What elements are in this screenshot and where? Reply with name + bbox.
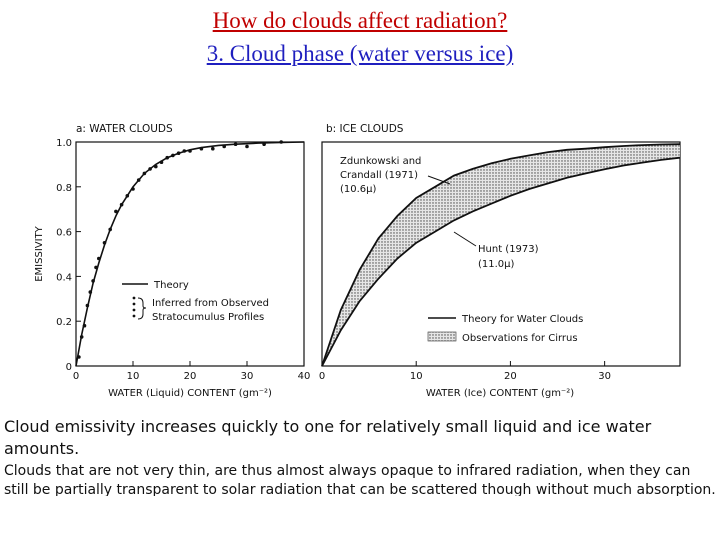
theory-curve: [75, 141, 305, 367]
observed-point: [154, 164, 158, 169]
panel-a-x-tick-label: 0: [73, 371, 79, 382]
legend-stratocumulus-label: Stratocumulus Profiles: [152, 312, 264, 323]
observed-point: [182, 149, 187, 153]
legend-water-theory-label: Theory for Water Clouds: [461, 314, 583, 325]
slide-subtitle: 3. Cloud phase (water versus ice): [206, 41, 514, 66]
observed-point: [148, 167, 152, 171]
panel-a-x-tick-label: 20: [184, 371, 197, 382]
panel-b-frame: [321, 141, 681, 367]
panel-a-title: a: WATER CLOUDS: [76, 123, 173, 135]
legend-dots-swatch: [132, 302, 136, 306]
annotation-zdunkowski-line1: Zdunkowski and: [340, 156, 421, 167]
legend-theory-label: Theory: [153, 280, 189, 291]
observed-point: [77, 355, 81, 359]
panel-a-x-tick-label: 30: [241, 371, 254, 382]
observed-point: [176, 151, 181, 155]
panel-a-frame: [75, 141, 305, 367]
legend-cirrus-label: Observations for Cirrus: [462, 333, 578, 344]
observed-point: [119, 202, 124, 207]
zdunkowski-curve: [321, 143, 681, 367]
observed-point: [82, 323, 87, 328]
panel-a-y-tick-label: 0: [66, 362, 72, 373]
observed-point: [211, 146, 215, 151]
observed-point: [159, 160, 164, 164]
observed-point: [142, 171, 147, 176]
observed-point: [88, 290, 93, 294]
observed-point: [114, 209, 118, 214]
slide-title: How do clouds affect radiation?: [212, 8, 508, 33]
observed-point: [199, 146, 204, 151]
observed-point: [171, 153, 175, 158]
panel-a-y-tick-label: 0.6: [56, 228, 72, 239]
observed-point: [222, 144, 226, 149]
panel-b-x-tick-label: 10: [410, 371, 423, 382]
observed-point: [136, 178, 141, 182]
annotation-hunt-line2: (11.0μ): [478, 259, 515, 270]
observed-point: [233, 142, 238, 146]
observed-point: [131, 187, 135, 191]
panel-b-title: b: ICE CLOUDS: [326, 123, 404, 135]
annotation-hunt-line1: Hunt (1973): [478, 244, 539, 255]
panel-b-x-tick-label: 20: [504, 371, 517, 382]
observed-point: [279, 140, 283, 144]
observed-point: [102, 241, 107, 245]
panel-a-x-tick-label: 40: [298, 371, 311, 382]
observed-point: [85, 303, 90, 308]
legend-dots-swatch: [132, 308, 136, 312]
observed-point: [165, 155, 169, 160]
panel-a-x-axis-label: WATER (Liquid) CONTENT (gm⁻²): [108, 388, 272, 399]
annotation-zdunkowski-line3: (10.6μ): [340, 184, 377, 195]
legend-cirrus-swatch: [427, 331, 457, 342]
observed-point: [94, 265, 98, 270]
panel-b-x-tick-label: 0: [319, 371, 325, 382]
annotation-zdunkowski-leader: [427, 175, 451, 185]
observed-point: [262, 142, 266, 146]
summary-text: Cloud emissivity increases quickly to on…: [4, 417, 652, 458]
observed-point: [245, 144, 249, 149]
panel-a-y-tick-label: 0.8: [56, 183, 72, 194]
hunt-curve: [321, 156, 681, 367]
observed-point: [91, 279, 95, 283]
legend-brace: [137, 297, 147, 320]
panel-a-y-tick-label: 0.4: [56, 272, 72, 283]
cirrus-observation-band: [322, 144, 680, 366]
panel-b-x-tick-label: 30: [598, 371, 611, 382]
observed-point: [79, 335, 84, 339]
annotation-zdunkowski-line2: Crandall (1971): [340, 170, 418, 181]
legend-observed-label: Inferred from Observed: [152, 298, 269, 309]
observed-point: [97, 256, 101, 261]
observed-point: [125, 194, 130, 198]
panel-a-x-tick-label: 10: [127, 371, 140, 382]
detail-text: Clouds that are not very thin, are thus …: [4, 463, 716, 496]
panel-a-y-axis-label: EMISSIVITY: [34, 225, 45, 281]
observed-point: [108, 227, 112, 232]
panel-b-x-axis-label: WATER (Ice) CONTENT (gm⁻²): [426, 388, 574, 399]
panel-a-y-tick-label: 0.2: [56, 317, 72, 328]
observed-point: [188, 149, 192, 153]
annotation-hunt-leader: [453, 231, 477, 247]
emissivity-figure: a: WATER CLOUDS 0 0.2 0.4 0.6 0.8 1.0 0 10 20 30…: [34, 123, 681, 399]
legend-dots-swatch: [132, 296, 136, 300]
panel-a-y-tick-label: 1.0: [56, 138, 72, 149]
legend-dots-swatch: [132, 314, 136, 318]
